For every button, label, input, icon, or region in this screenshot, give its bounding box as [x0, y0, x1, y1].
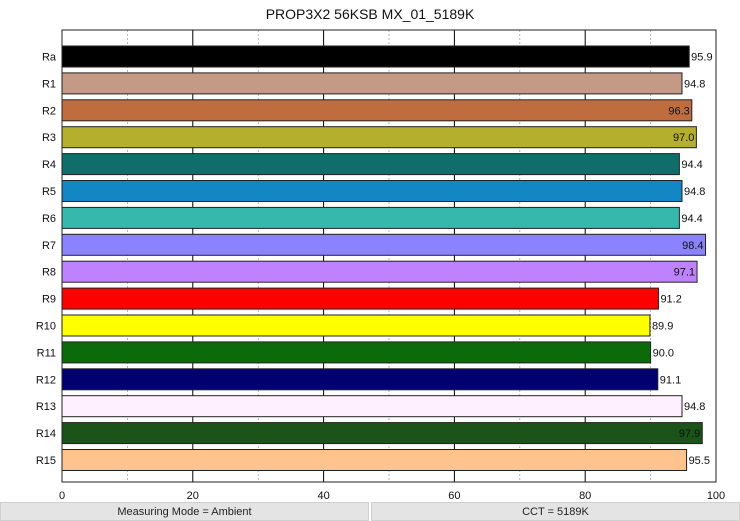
value-label: 91.1: [660, 374, 681, 386]
value-label: 94.8: [684, 186, 705, 198]
x-tick-label: 40: [317, 490, 329, 500]
category-label: R8: [42, 267, 56, 279]
measuring-mode-label: Measuring Mode = Ambient: [0, 502, 369, 521]
bar-chart: 0 20 40 60 80 100 Ra 95.9 R1 94.8 R2 96.3 R3 97.0 R4 94…: [36, 29, 725, 500]
x-tick-label: 100: [707, 490, 725, 500]
bar-R5: [61, 180, 683, 202]
category-label: R11: [37, 347, 56, 359]
category-label: R9: [42, 294, 56, 306]
bar-R2: [61, 99, 693, 122]
value-label: 97.1: [674, 267, 695, 279]
value-label: 95.5: [689, 455, 710, 467]
chart-title: PROP3X2 56KSB MX_01_5189K: [265, 6, 475, 22]
value-label: 98.4: [682, 240, 703, 252]
bar-R9: [61, 287, 659, 310]
bar-R10: [61, 314, 651, 337]
x-tick-label: 80: [579, 490, 591, 500]
category-label: R12: [36, 374, 56, 386]
x-tick-label: 60: [448, 490, 460, 500]
category-label: R14: [36, 428, 56, 440]
bar-R1: [61, 72, 683, 95]
category-label: R4: [42, 159, 56, 171]
value-label: 89.9: [652, 321, 673, 333]
category-label: R6: [42, 213, 56, 225]
bar-R3: [61, 126, 697, 149]
plot-frame: [61, 29, 717, 483]
value-label: 97.0: [673, 132, 694, 144]
value-label: 90.0: [653, 347, 674, 359]
value-label: 96.3: [668, 105, 689, 117]
category-label: R15: [36, 455, 56, 467]
category-label: R2: [42, 105, 56, 117]
value-label: 97.9: [679, 428, 700, 440]
bar-R7: [61, 233, 707, 256]
bar-R6: [61, 206, 680, 229]
value-label: 94.4: [681, 213, 702, 225]
x-tick-label: 20: [187, 490, 199, 500]
value-label: 94.8: [684, 401, 705, 413]
category-label: R1: [42, 78, 56, 90]
bar-Ra: [61, 45, 690, 68]
category-label: R13: [36, 401, 56, 413]
bar-R14: [61, 422, 703, 445]
value-label: 95.9: [691, 52, 712, 64]
bar-R11: [61, 341, 652, 364]
x-tick-label: 0: [59, 490, 65, 500]
category-label: R3: [42, 132, 56, 144]
bar-R15: [61, 449, 688, 471]
category-label: R5: [42, 186, 56, 198]
value-label: 91.2: [660, 294, 681, 306]
bar-R4: [61, 153, 680, 176]
bar-R12: [61, 368, 659, 391]
category-label: R7: [42, 240, 56, 252]
value-label: 94.8: [684, 78, 705, 90]
bar-R8: [61, 260, 698, 283]
category-label: Ra: [42, 52, 57, 64]
category-label: R10: [36, 321, 56, 333]
bar-R13: [61, 395, 683, 418]
value-label: 94.4: [681, 159, 702, 171]
cct-label: CCT = 5189K: [371, 502, 740, 521]
